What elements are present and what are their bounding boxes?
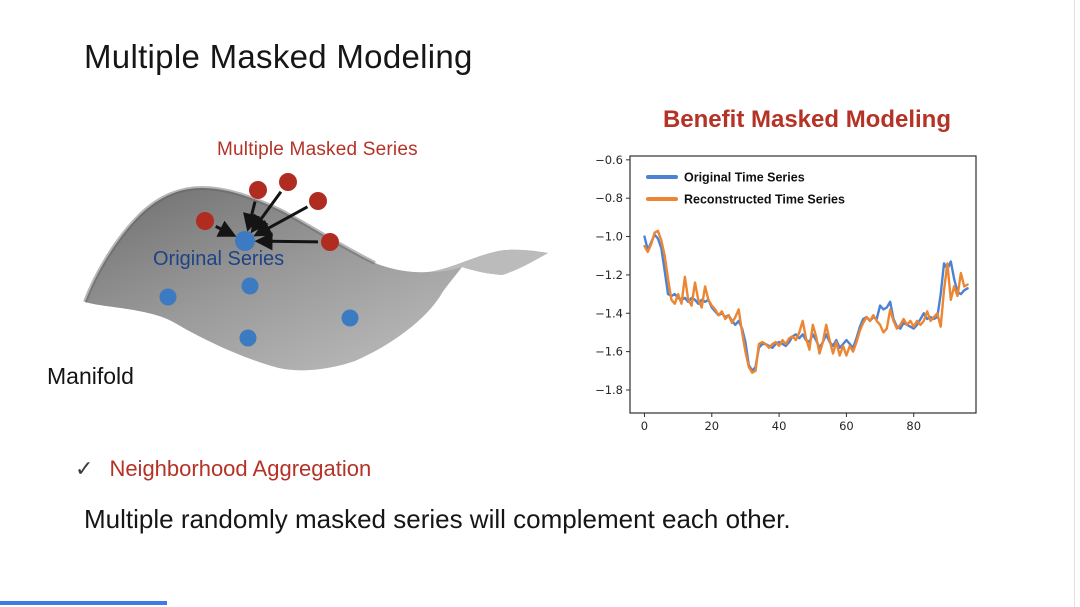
check-icon: ✓: [75, 456, 94, 481]
aggregation-arrow: [215, 220, 237, 237]
x-tick-label: 40: [772, 419, 787, 433]
manifold-crest-shade: [83, 185, 376, 303]
bullet-row: ✓ Neighborhood Aggregation: [75, 456, 371, 482]
aggregation-arrow: [254, 232, 319, 251]
neighbor-series-dot: [159, 288, 177, 306]
aggregation-arrow: [253, 205, 309, 237]
masked-series-dot: [321, 233, 339, 251]
bullet-label: Neighborhood Aggregation: [109, 456, 372, 481]
chart-title: Benefit Masked Modeling: [662, 106, 952, 133]
y-tick-label: −1.6: [595, 345, 623, 359]
y-tick-label: −0.8: [595, 191, 623, 205]
slide-right-border: [1074, 0, 1075, 607]
neighbor-series-dot: [341, 309, 359, 327]
y-tick-label: −1.0: [595, 230, 623, 244]
original-series-label: Original Series: [153, 248, 285, 270]
masked-series-dot: [309, 192, 327, 210]
body-text: Multiple randomly masked series will com…: [84, 504, 791, 534]
slide-title: Multiple Masked Modeling: [84, 38, 473, 75]
x-tick-label: 80: [906, 419, 921, 433]
reconstructed-series-line: [643, 229, 969, 374]
manifold-fold-highlight: [428, 249, 548, 275]
legend-label: Reconstructed Time Series: [684, 193, 845, 207]
original-series-dot: [235, 231, 255, 251]
x-tick-label: 60: [839, 419, 854, 433]
benefit-chart: −0.6 −0.8 −1.0 −1.2 −1.4 −1.6 −1.8 0 20 40 60 80 Ori…: [595, 153, 977, 433]
legend-label: Original Time Series: [684, 171, 805, 185]
x-tick-label: 20: [704, 419, 719, 433]
manifold-diagram: [83, 173, 548, 371]
video-progress-bar[interactable]: [0, 601, 167, 605]
masked-series-dot: [196, 212, 214, 230]
y-tick-label: −0.6: [595, 153, 623, 167]
manifold-label: Manifold: [47, 363, 134, 389]
manifold-surface: [85, 188, 548, 371]
y-tick-label: −1.8: [595, 383, 623, 397]
y-tick-label: −1.2: [595, 268, 623, 282]
y-tick-label: −1.4: [595, 306, 623, 320]
masked-series-label: Multiple Masked Series: [217, 139, 418, 160]
chart-axes-box: [629, 155, 977, 414]
neighbor-series-dot: [241, 277, 259, 295]
masked-series-dot: [279, 173, 297, 191]
masked-series-dot: [249, 181, 267, 199]
x-tick-label: 0: [641, 419, 648, 433]
neighbor-series-dot: [239, 329, 257, 347]
